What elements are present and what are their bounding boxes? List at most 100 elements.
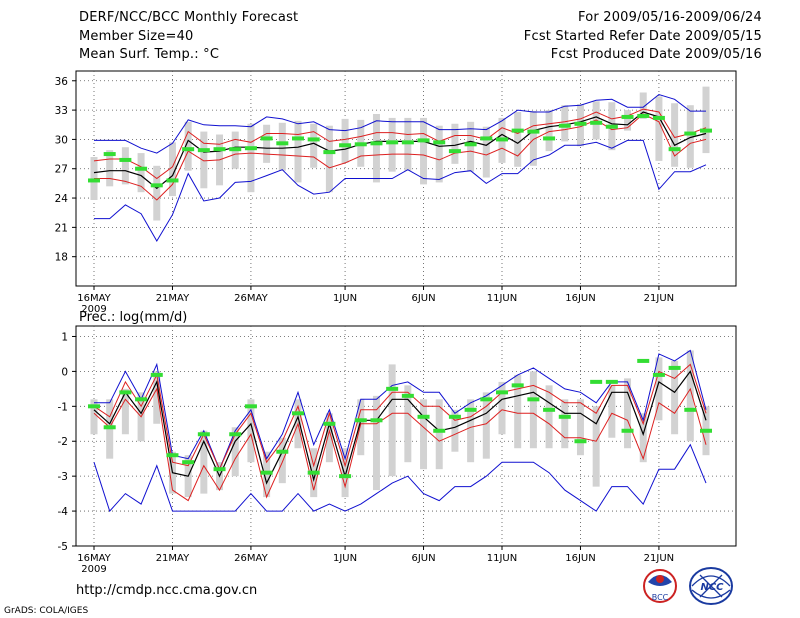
observation-marker xyxy=(433,140,446,145)
spread-box xyxy=(451,123,459,164)
spread-box xyxy=(200,131,208,189)
observation-marker xyxy=(590,120,603,125)
observation-marker xyxy=(417,138,430,143)
observation-marker xyxy=(496,137,508,142)
spread-box xyxy=(388,364,396,477)
observation-marker xyxy=(292,136,304,141)
observation-marker xyxy=(605,379,618,384)
observation-marker xyxy=(197,432,210,437)
x-tick-label: 26MAY xyxy=(234,293,268,304)
observation-marker xyxy=(292,411,304,416)
x-tick-label: 6JUN xyxy=(411,553,435,564)
observation-marker xyxy=(339,143,352,148)
x-tick-label: 26MAY xyxy=(234,553,268,564)
spread-box xyxy=(655,357,663,421)
y-tick-label: -2 xyxy=(58,436,68,448)
observation-marker xyxy=(417,414,430,419)
observation-marker xyxy=(700,428,712,433)
x-tick-label: 16MAY xyxy=(77,293,111,304)
observation-marker xyxy=(307,137,320,142)
y-tick-label: 36 xyxy=(55,76,69,88)
observation-marker xyxy=(480,136,493,141)
observation-marker xyxy=(166,453,179,458)
observation-marker xyxy=(668,365,681,370)
observation-marker xyxy=(511,383,524,388)
observation-marker xyxy=(448,414,461,419)
observation-marker xyxy=(543,407,556,412)
observation-marker xyxy=(496,390,508,395)
spread-box xyxy=(404,385,412,463)
observation-marker xyxy=(700,128,712,133)
observation-marker xyxy=(244,404,257,409)
observation-marker xyxy=(260,136,273,141)
source-url[interactable]: http://cmdp.ncc.cma.gov.cn xyxy=(76,583,258,598)
upper-spread-line xyxy=(93,363,707,471)
spread-box xyxy=(106,150,114,187)
observation-marker xyxy=(574,439,587,444)
observation-marker xyxy=(370,141,383,146)
spread-box xyxy=(263,124,271,163)
spread-box xyxy=(561,399,569,449)
bcc-logo: BCC xyxy=(643,569,677,603)
plot-frame xyxy=(75,325,737,547)
x-tick-label: 21JUN xyxy=(644,293,674,304)
spread-box xyxy=(231,427,239,477)
spread-box xyxy=(247,123,255,193)
y-tick-label: 30 xyxy=(55,134,68,146)
spread-box xyxy=(435,125,443,183)
spread-box xyxy=(247,399,255,463)
observation-marker xyxy=(464,407,477,412)
observation-marker xyxy=(637,358,650,363)
y-tick-label: -1 xyxy=(58,401,68,413)
observation-marker xyxy=(621,114,634,119)
lower-spread-line xyxy=(93,387,707,502)
observation-marker xyxy=(119,157,132,162)
spread-box xyxy=(576,399,584,456)
spread-box xyxy=(451,409,459,452)
observation-marker xyxy=(150,183,163,188)
spread-box xyxy=(639,92,647,119)
ncc-logo-text: NCC xyxy=(700,582,724,593)
observation-marker xyxy=(386,140,399,145)
observation-marker xyxy=(260,470,273,475)
observation-marker xyxy=(229,432,242,437)
observation-marker xyxy=(103,152,116,157)
spread-box xyxy=(514,112,522,167)
observation-marker xyxy=(276,141,289,146)
observation-marker xyxy=(197,148,210,153)
min-envelope-line xyxy=(93,443,707,513)
spread-box xyxy=(420,399,428,470)
spread-box xyxy=(655,96,663,161)
spread-box xyxy=(608,385,616,438)
observation-marker xyxy=(527,129,540,134)
spread-box xyxy=(325,413,333,463)
observation-marker xyxy=(511,128,524,133)
observation-marker xyxy=(401,393,414,398)
observation-marker xyxy=(574,121,587,126)
observation-marker xyxy=(166,178,179,183)
ncc-logo: NCC xyxy=(689,567,733,605)
y-tick-label: 1 xyxy=(61,331,68,343)
spread-box xyxy=(90,399,98,435)
upper-spread-line xyxy=(93,108,707,180)
observation-marker xyxy=(605,124,618,129)
y-tick-label: -4 xyxy=(58,506,69,518)
observation-marker xyxy=(558,414,571,419)
spread-box xyxy=(372,395,380,491)
spread-box xyxy=(624,378,632,449)
observation-marker xyxy=(464,142,477,147)
spread-box xyxy=(153,371,161,424)
spread-box xyxy=(514,374,522,449)
bcc-logo-text: BCC xyxy=(652,593,669,602)
observation-marker xyxy=(684,407,697,412)
spread-box xyxy=(200,430,208,494)
observation-marker xyxy=(135,397,148,402)
y-tick-label: -5 xyxy=(58,541,68,553)
observation-marker xyxy=(229,147,242,152)
spread-box xyxy=(357,399,365,456)
observation-marker xyxy=(621,428,634,433)
grads-credit: GrADS: COLA/IGES xyxy=(4,606,89,616)
lower-spread-line xyxy=(94,113,707,201)
y-tick-label: -3 xyxy=(58,471,68,483)
